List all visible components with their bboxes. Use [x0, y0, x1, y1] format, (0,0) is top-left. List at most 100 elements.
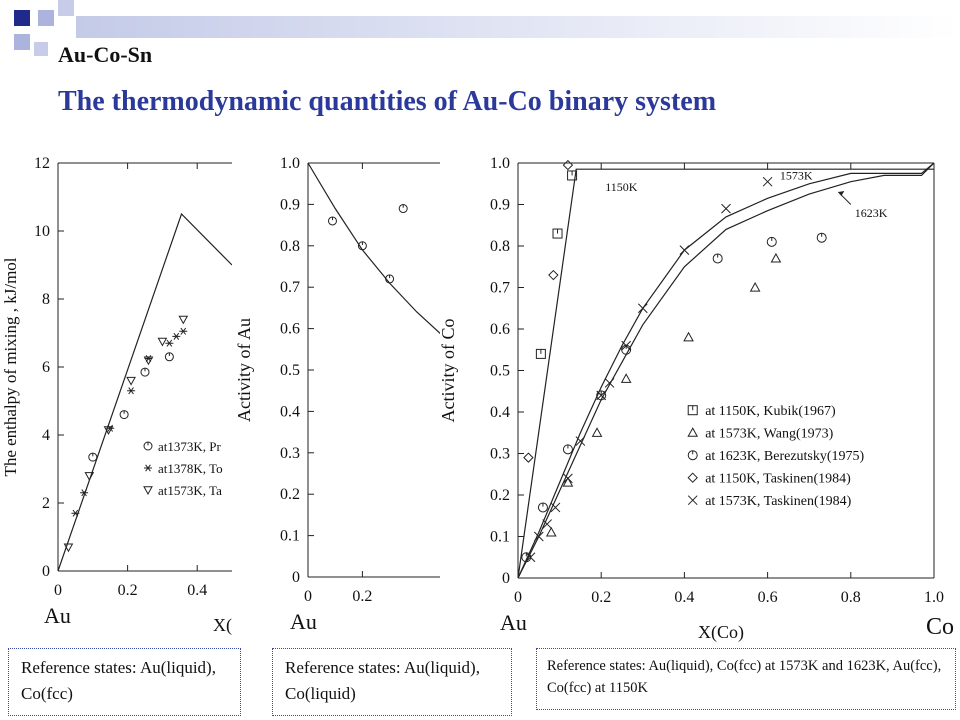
data-point-x — [550, 502, 561, 513]
reference-states-text: Reference states: Au(liquid), Co(liquid) — [285, 658, 480, 703]
data-point-triangle — [591, 427, 603, 437]
reference-states-text: Reference states: Au(liquid), Co(fcc) — [21, 658, 216, 703]
data-point-x — [525, 552, 536, 563]
reference-states-text: Reference states: Au(liquid), Co(fcc) at… — [547, 658, 942, 696]
x-tick-label: 0.2 — [352, 588, 372, 605]
reference-states-box-3: Reference states: Au(liquid), Co(fcc) at… — [536, 648, 956, 710]
y-tick-label: 0.8 — [490, 238, 510, 255]
y-tick-label: 0.3 — [280, 445, 300, 462]
enthalpy-chart: 0 2 4 6 8 10 12 0 0.2 0.4 The enthalpy of mixing ,… — [0, 145, 240, 640]
y-tick-label: 0.2 — [490, 487, 510, 504]
x-tick-label: 0.2 — [118, 582, 138, 599]
y-tick-label: 0.6 — [280, 321, 300, 338]
y-tick-label: 8 — [42, 291, 50, 308]
data-point-triangle — [770, 252, 782, 263]
co-activity-chart-svg: 0 0.1 0.2 0.3 0.4 0.5 0.6 0.7 0.8 0.9 1.0 0 0.2 0.4 0.… — [440, 155, 954, 643]
page-title: The thermodynamic quantities of Au-Co bi… — [58, 86, 717, 117]
y-axis-label: The enthalpy of mixing , kJ/mol — [1, 257, 20, 476]
y-tick-label: 0.4 — [280, 403, 300, 420]
data-point-x — [721, 203, 731, 214]
legend-label: at 1623K, Berezutsky(1975) — [705, 449, 864, 464]
y-tick-label: 0.9 — [280, 196, 300, 213]
data-point-triangle — [749, 281, 761, 292]
y-tick-label: 6 — [42, 359, 50, 376]
legend-marker-triangle-down — [143, 486, 153, 496]
data-point-x — [533, 531, 544, 542]
data-point-triangle-down — [157, 337, 168, 347]
legend-label: at 1573K, Taskinen(1984) — [705, 494, 851, 509]
composition-label-left: Au — [290, 609, 317, 634]
data-point-star — [71, 509, 80, 517]
y-axis-label: Activity of Au — [234, 318, 254, 422]
data-point-x — [621, 340, 632, 351]
y-tick-label: 10 — [34, 223, 50, 240]
data-point-x — [596, 390, 607, 401]
curve-label-1150K: 1150K — [605, 180, 638, 194]
data-point-x — [604, 378, 615, 388]
y-tick-label: 0.2 — [280, 486, 300, 503]
data-point-triangle-down — [103, 426, 114, 435]
x-axis-label: X( — [213, 615, 232, 636]
composition-label-right: Co — [926, 614, 954, 640]
curve-label-1623K: 1623K — [855, 206, 888, 220]
data-point-x — [575, 436, 586, 446]
x-tick-label: 0.8 — [841, 589, 861, 606]
deco-square-light — [58, 0, 74, 16]
legend-label: at 1150K, Taskinen(1984) — [705, 472, 851, 487]
y-tick-label: 0 — [42, 563, 50, 580]
data-point-x — [637, 303, 648, 314]
data-point-diamond — [562, 159, 574, 171]
data-point-x — [679, 245, 690, 256]
curve-label-1573K: 1573K — [780, 169, 813, 183]
data-point-triangle — [562, 477, 574, 487]
y-tick-label: 0.4 — [490, 404, 510, 421]
x-tick-label: 0.6 — [758, 589, 778, 606]
y-tick-label: 12 — [34, 155, 50, 172]
y-tick-label: 0 — [502, 570, 510, 587]
data-point-star — [80, 489, 89, 497]
y-tick-label: 0.1 — [280, 528, 300, 545]
x-tick-label: 1.0 — [924, 589, 944, 606]
deco-square-light — [38, 10, 54, 26]
data-point-triangle-down — [63, 543, 74, 553]
deco-square-dark — [14, 10, 30, 26]
y-tick-label: 0.5 — [490, 363, 510, 380]
au-activity-chart-svg: 0 0.1 0.2 0.3 0.4 0.5 0.6 0.7 0.8 0.9 1.0 0 0.2 Activ… — [234, 155, 444, 634]
legend-label: at 1573K, Wang(1973) — [705, 427, 833, 442]
data-point-circle — [385, 274, 395, 284]
x-tick-label: 0.4 — [187, 582, 207, 599]
co-activity-chart: 0 0.1 0.2 0.3 0.4 0.5 0.6 0.7 0.8 0.9 1.0 0 0.2 0.4 0.… — [440, 145, 960, 645]
data-point-triangle — [545, 526, 557, 537]
legend-label: at 1150K, Kubik(1967) — [705, 404, 836, 419]
x-tick-label: 0.4 — [674, 589, 694, 606]
data-point-circle — [164, 352, 174, 362]
legend-marker-x — [687, 495, 698, 506]
reference-states-box-2: Reference states: Au(liquid), Co(liquid) — [272, 648, 512, 716]
data-point-star — [172, 332, 181, 340]
data-point-x — [762, 176, 773, 187]
y-tick-label: 0.6 — [490, 321, 510, 338]
reference-states-box-1: Reference states: Au(liquid), Co(fcc) — [8, 648, 241, 716]
y-tick-label: 1.0 — [490, 155, 510, 172]
x-tick-label: 0 — [54, 582, 62, 599]
y-tick-label: 0.5 — [280, 362, 300, 379]
curve-1573K — [517, 162, 935, 579]
data-point-triangle — [683, 331, 694, 342]
x-tick-label: 0 — [514, 589, 522, 606]
legend-label: at1378K, To — [158, 461, 223, 476]
legend-marker-star — [144, 464, 152, 472]
data-point-triangle-down — [84, 472, 95, 481]
curve-1623K — [517, 162, 935, 579]
data-point-star — [106, 424, 115, 432]
y-tick-label: 1.0 — [280, 155, 300, 172]
data-point-star — [127, 387, 136, 395]
y-axis-label: Activity of Co — [440, 319, 458, 423]
data-point-diamond — [523, 452, 534, 463]
data-point-star — [179, 327, 188, 335]
deco-square-light — [34, 42, 48, 56]
data-point-square — [567, 170, 578, 181]
y-tick-label: 0.8 — [280, 238, 300, 255]
data-point-diamond — [548, 269, 559, 281]
y-tick-label: 0.7 — [490, 280, 510, 297]
data-point-x — [563, 473, 573, 484]
